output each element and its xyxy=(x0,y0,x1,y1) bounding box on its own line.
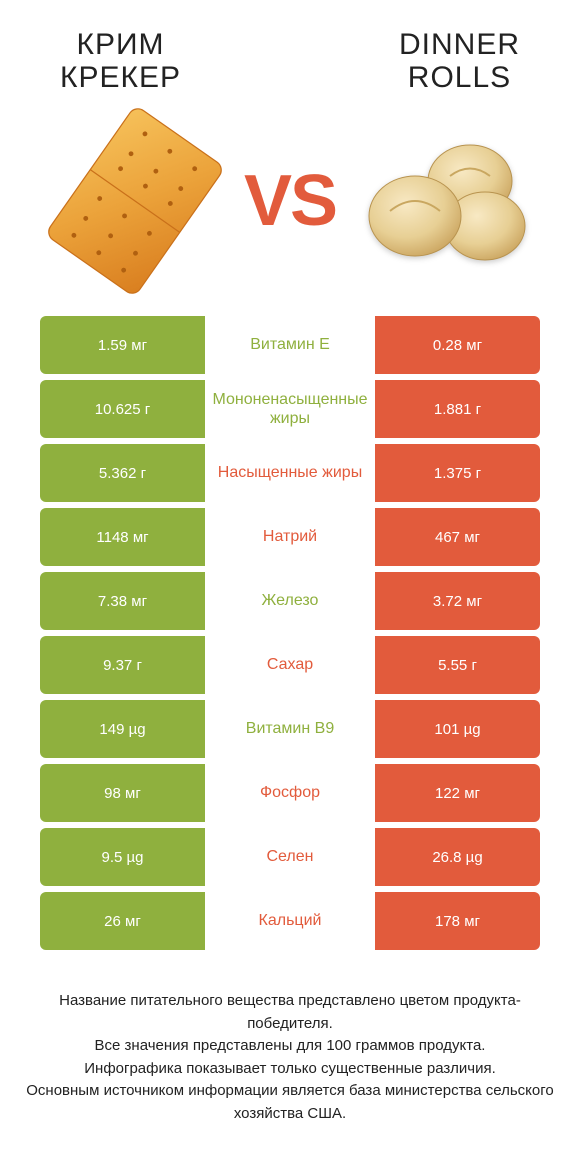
nutrient-name: Железо xyxy=(205,572,375,630)
nutrient-name: Сахар xyxy=(205,636,375,694)
right-product-title: DINNER ROLLS xyxy=(399,28,520,94)
right-value: 101 µg xyxy=(375,700,540,758)
nutrition-row: 10.625 гМононенасыщенные жиры1.881 г xyxy=(40,380,540,438)
left-value: 10.625 г xyxy=(40,380,205,438)
nutrition-row: 9.5 µgСелен26.8 µg xyxy=(40,828,540,886)
nutrition-row: 1148 мгНатрий467 мг xyxy=(40,508,540,566)
right-value: 5.55 г xyxy=(375,636,540,694)
nutrient-name: Селен xyxy=(205,828,375,886)
right-value: 178 мг xyxy=(375,892,540,950)
nutrition-row: 26 мгКальций178 мг xyxy=(40,892,540,950)
nutrition-table: 1.59 мгВитамин E0.28 мг 10.625 гМононенас… xyxy=(40,316,540,950)
right-value: 1.375 г xyxy=(375,444,540,502)
dinner-rolls-image xyxy=(360,116,530,286)
cracker-image xyxy=(50,116,220,286)
nutrient-name: Фосфор xyxy=(205,764,375,822)
right-value: 122 мг xyxy=(375,764,540,822)
header: КРИМ КРЕКЕР DINNER ROLLS xyxy=(0,0,580,106)
left-value: 98 мг xyxy=(40,764,205,822)
footer-notes: Название питательного вещества представл… xyxy=(20,990,560,1125)
nutrient-name: Насыщенные жиры xyxy=(205,444,375,502)
footer-line: Название питательного вещества представл… xyxy=(20,990,560,1035)
left-value: 1.59 мг xyxy=(40,316,205,374)
left-value: 5.362 г xyxy=(40,444,205,502)
nutrition-row: 5.362 гНасыщенные жиры1.375 г xyxy=(40,444,540,502)
nutrition-row: 9.37 гСахар5.55 г xyxy=(40,636,540,694)
left-value: 7.38 мг xyxy=(40,572,205,630)
footer-line: Инфографика показывает только существенн… xyxy=(20,1058,560,1081)
right-value: 0.28 мг xyxy=(375,316,540,374)
left-value: 149 µg xyxy=(40,700,205,758)
nutrient-name: Кальций xyxy=(205,892,375,950)
right-value: 26.8 µg xyxy=(375,828,540,886)
images-row: VS xyxy=(0,106,580,316)
footer-line: Основным источником информации является … xyxy=(20,1080,560,1125)
nutrition-row: 98 мгФосфор122 мг xyxy=(40,764,540,822)
nutrition-row: 149 µgВитамин B9101 µg xyxy=(40,700,540,758)
footer-line: Все значения представлены для 100 граммо… xyxy=(20,1035,560,1058)
nutrient-name: Мононенасыщенные жиры xyxy=(205,380,375,438)
nutrition-row: 1.59 мгВитамин E0.28 мг xyxy=(40,316,540,374)
nutrient-name: Витамин E xyxy=(205,316,375,374)
vs-label: VS xyxy=(244,160,336,242)
nutrient-name: Витамин B9 xyxy=(205,700,375,758)
nutrition-row: 7.38 мгЖелезо3.72 мг xyxy=(40,572,540,630)
left-value: 1148 мг xyxy=(40,508,205,566)
left-value: 9.37 г xyxy=(40,636,205,694)
nutrient-name: Натрий xyxy=(205,508,375,566)
left-value: 9.5 µg xyxy=(40,828,205,886)
left-value: 26 мг xyxy=(40,892,205,950)
left-product-title: КРИМ КРЕКЕР xyxy=(60,28,181,94)
right-value: 3.72 мг xyxy=(375,572,540,630)
right-value: 467 мг xyxy=(375,508,540,566)
right-value: 1.881 г xyxy=(375,380,540,438)
